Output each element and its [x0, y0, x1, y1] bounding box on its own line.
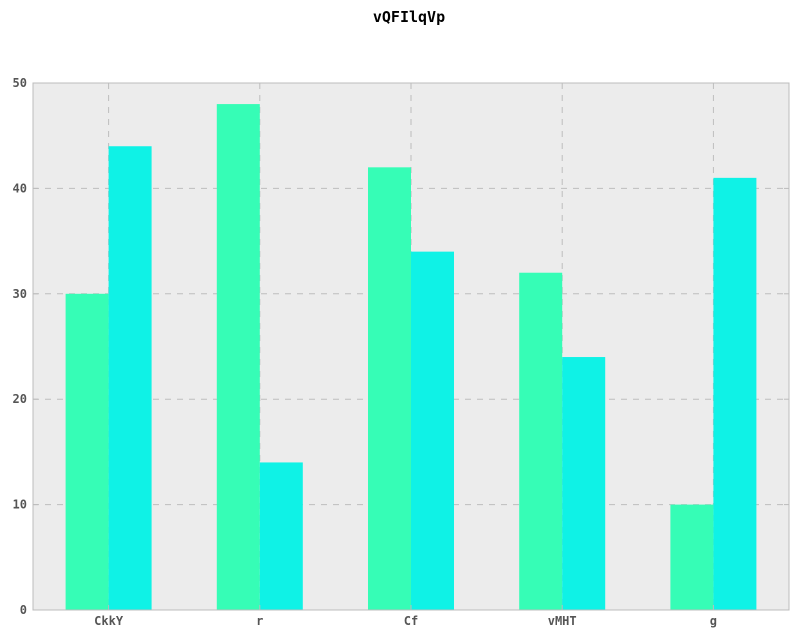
x-tick-label: g: [710, 614, 717, 628]
bar-series-1-CkkY: [65, 293, 109, 610]
x-axis-ticks: CkkY r Cf vMHT g: [94, 605, 717, 628]
bar-series-1-vMHT: [519, 272, 563, 610]
y-tick-label: 50: [13, 76, 27, 90]
bar-series-2-vMHT: [562, 357, 606, 610]
x-tick-label: Cf: [404, 614, 418, 628]
chart-title: vQFIlqVp: [372, 8, 446, 26]
bars: [65, 104, 757, 611]
bar-series-2-g: [713, 177, 757, 611]
bar-series-1-Cf: [368, 167, 411, 610]
x-tick-label: CkkY: [94, 614, 124, 628]
y-tick-label: 0: [20, 603, 27, 617]
bar-series-1-r: [216, 104, 260, 610]
y-axis-ticks: 0 10 20 30 40 50: [13, 76, 789, 617]
y-tick-label: 10: [13, 498, 27, 512]
y-tick-label: 20: [13, 392, 27, 406]
bar-series-2-r: [259, 462, 303, 610]
y-tick-label: 40: [13, 181, 27, 195]
bar-series-1-g: [670, 504, 714, 610]
x-tick-label: vMHT: [548, 614, 577, 628]
bar-series-2-CkkY: [108, 146, 152, 611]
bar-series-2-Cf: [411, 251, 454, 610]
y-tick-label: 30: [13, 287, 27, 301]
x-tick-label: r: [256, 614, 263, 628]
